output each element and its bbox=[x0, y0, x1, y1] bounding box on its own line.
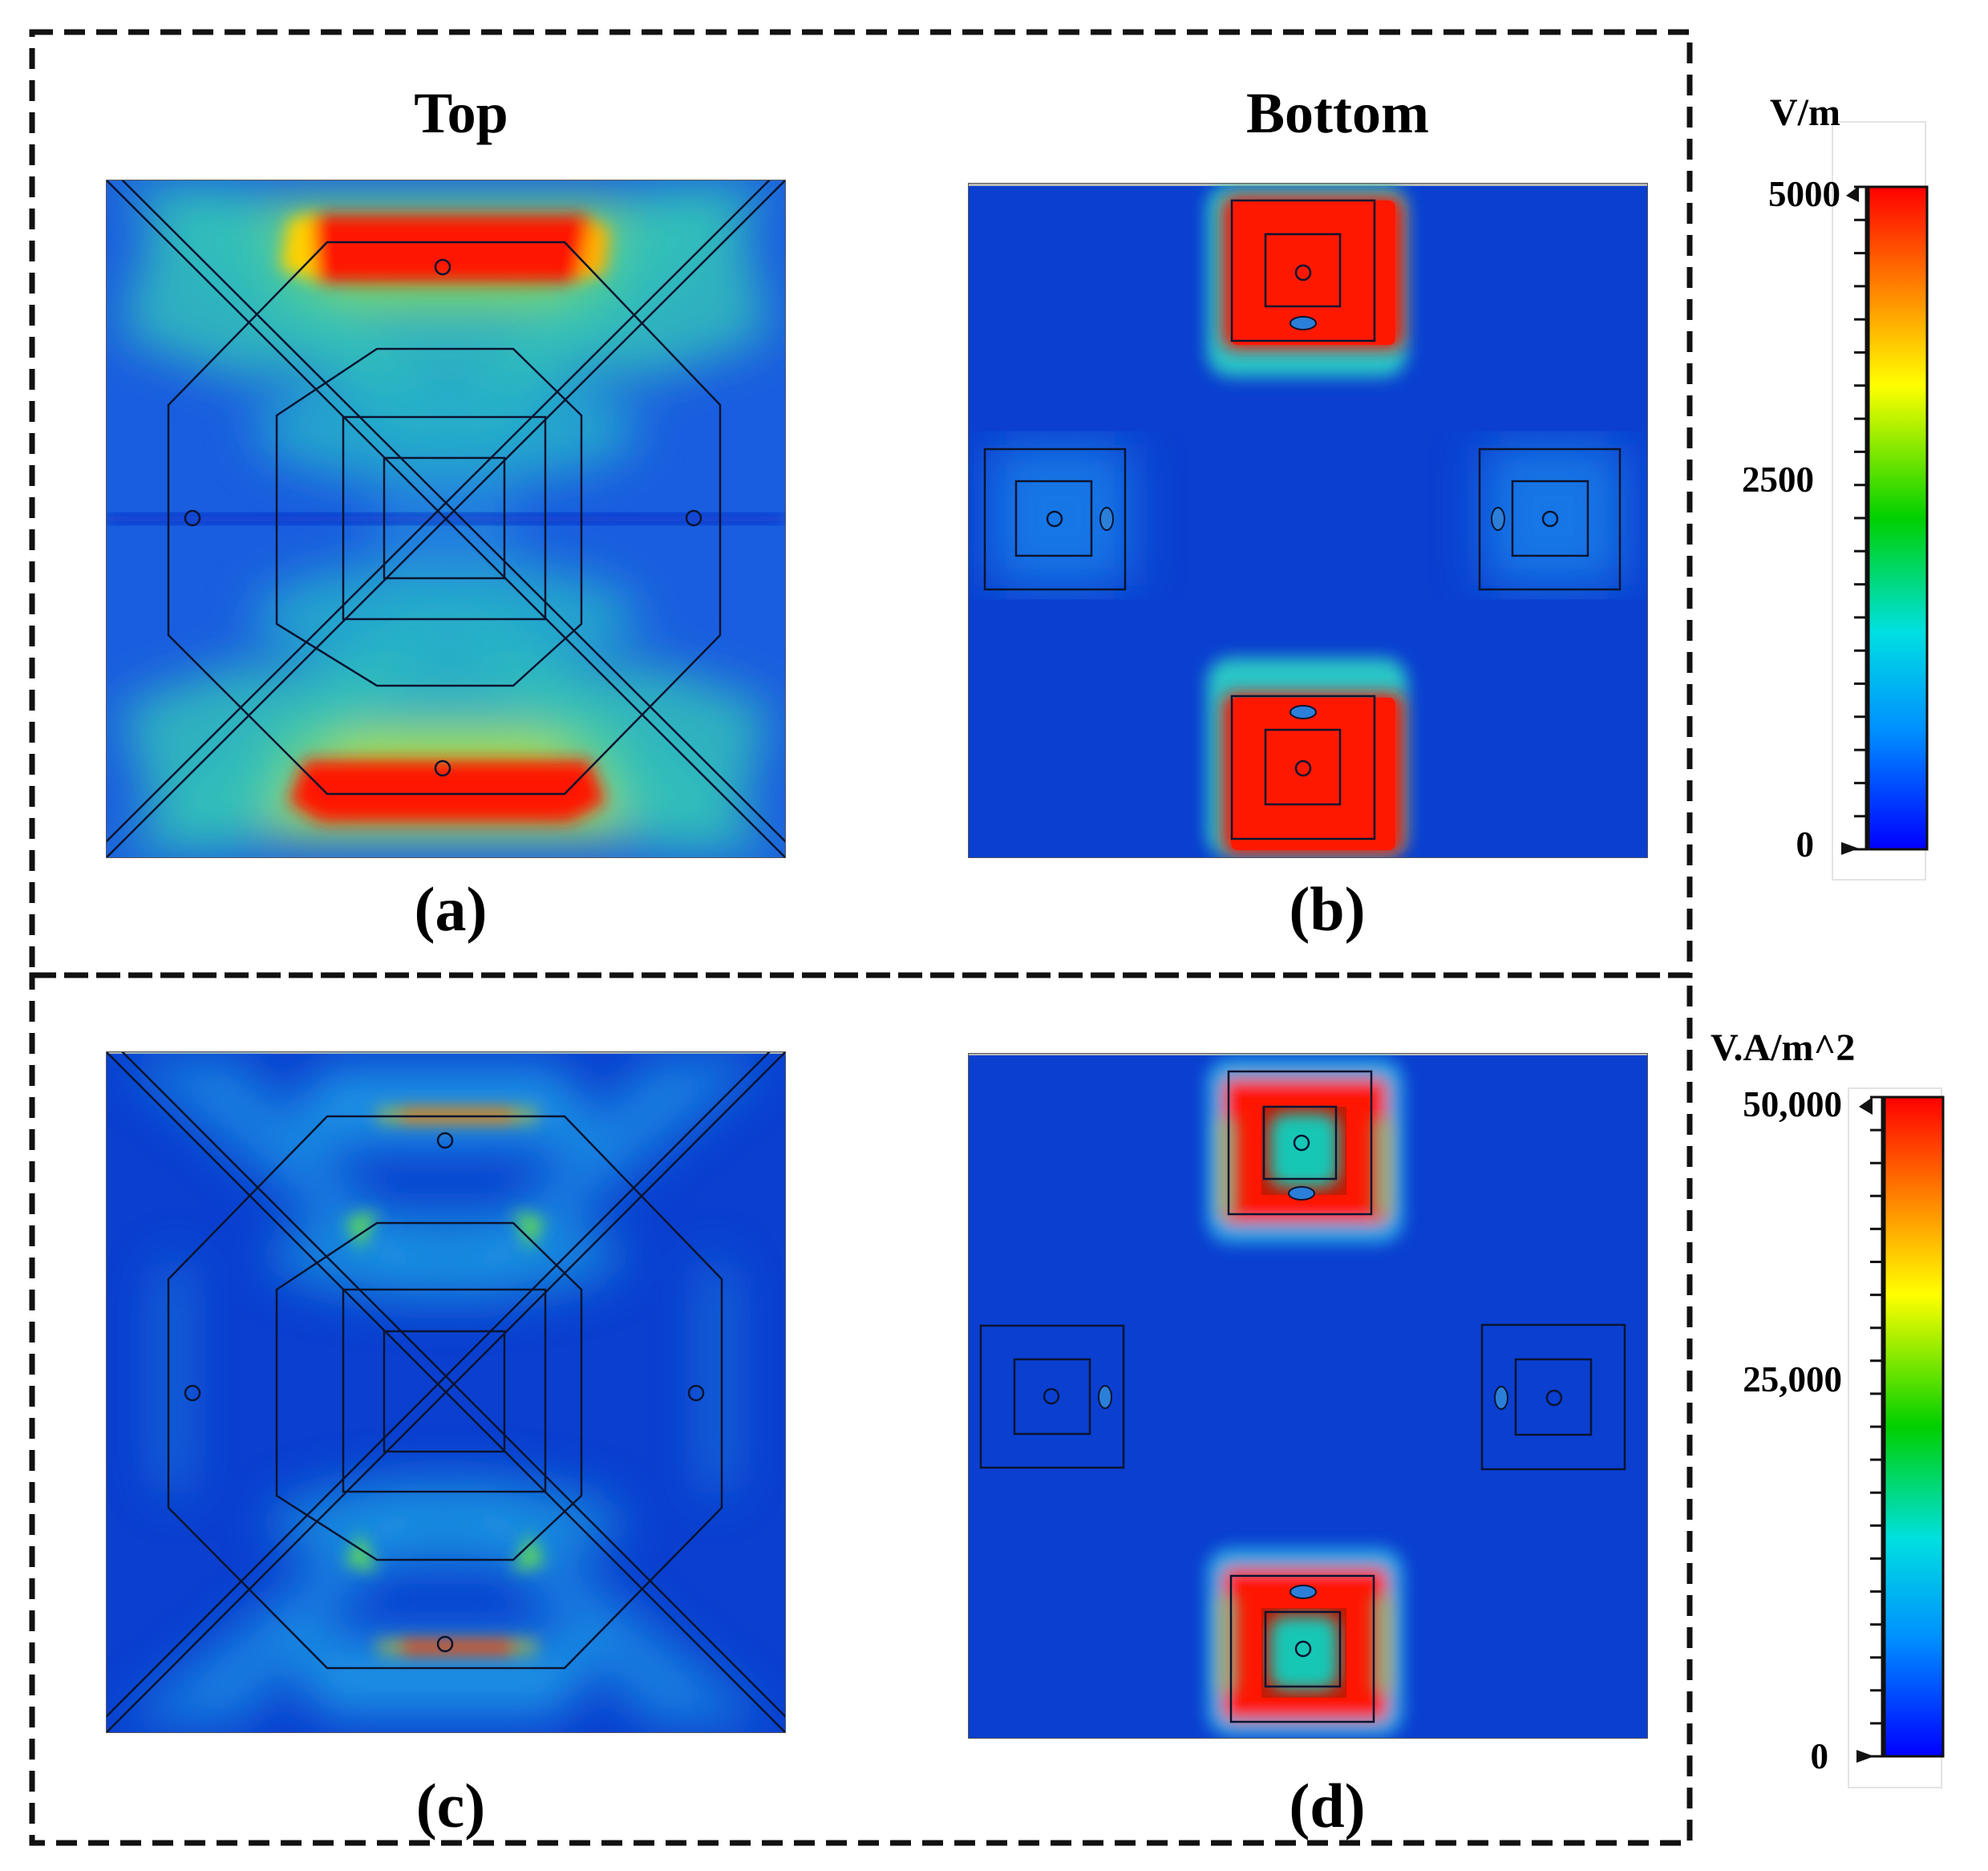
legend-poynting: V.A/m^2 50,000 25,000 0 bbox=[1711, 1027, 1945, 1788]
dashed-frames bbox=[29, 29, 1693, 1846]
legend-efield: V/m 5000 2500 0 bbox=[1742, 91, 1929, 881]
legend-poynting-min: 0 bbox=[1811, 1736, 1829, 1776]
legend-efield-max: 5000 bbox=[1768, 174, 1840, 214]
heading-bottom: Bottom bbox=[1246, 81, 1429, 145]
legend-poynting-max-arrow bbox=[1859, 1097, 1873, 1115]
legend-efield-colorbar bbox=[1867, 185, 1929, 851]
legend-efield-ticks bbox=[1854, 185, 1869, 851]
frame-top-row bbox=[29, 29, 1693, 978]
legend-poynting-max: 50,000 bbox=[1743, 1084, 1842, 1124]
caption-a: (a) bbox=[415, 874, 488, 944]
legend-efield-min: 0 bbox=[1796, 824, 1815, 865]
panel-d-poynting-bottom bbox=[968, 1053, 1648, 1739]
legend-poynting-colorbar bbox=[1883, 1095, 1945, 1758]
legend-poynting-mid: 25,000 bbox=[1743, 1359, 1842, 1399]
caption-b: (b) bbox=[1289, 874, 1365, 944]
antenna-outline-c bbox=[106, 1051, 786, 1733]
caption-c: (c) bbox=[416, 1771, 486, 1841]
legend-poynting-min-arrow bbox=[1856, 1750, 1874, 1763]
antenna-outline-d bbox=[979, 1070, 1626, 1723]
legend-efield-min-arrow bbox=[1841, 842, 1859, 855]
panel-c-poynting-top bbox=[106, 1051, 786, 1733]
heading-top: Top bbox=[414, 81, 508, 145]
panel-b-efield-bottom bbox=[968, 183, 1648, 858]
legend-efield-unit: V/m bbox=[1770, 91, 1840, 134]
caption-d: (d) bbox=[1289, 1771, 1365, 1841]
legend-efield-mid: 2500 bbox=[1742, 460, 1814, 500]
feed-stubs-d bbox=[1098, 1186, 1508, 1599]
legend-poynting-unit: V.A/m^2 bbox=[1711, 1027, 1855, 1069]
antenna-outline-b bbox=[983, 199, 1622, 840]
feed-stubs-b bbox=[1099, 316, 1505, 719]
antenna-outline-a bbox=[106, 180, 786, 858]
panel-a-efield-top bbox=[106, 180, 786, 858]
frame-bottom-row bbox=[29, 972, 1693, 1846]
legend-poynting-ticks bbox=[1870, 1095, 1885, 1758]
legend-efield-max-arrow bbox=[1846, 186, 1859, 202]
